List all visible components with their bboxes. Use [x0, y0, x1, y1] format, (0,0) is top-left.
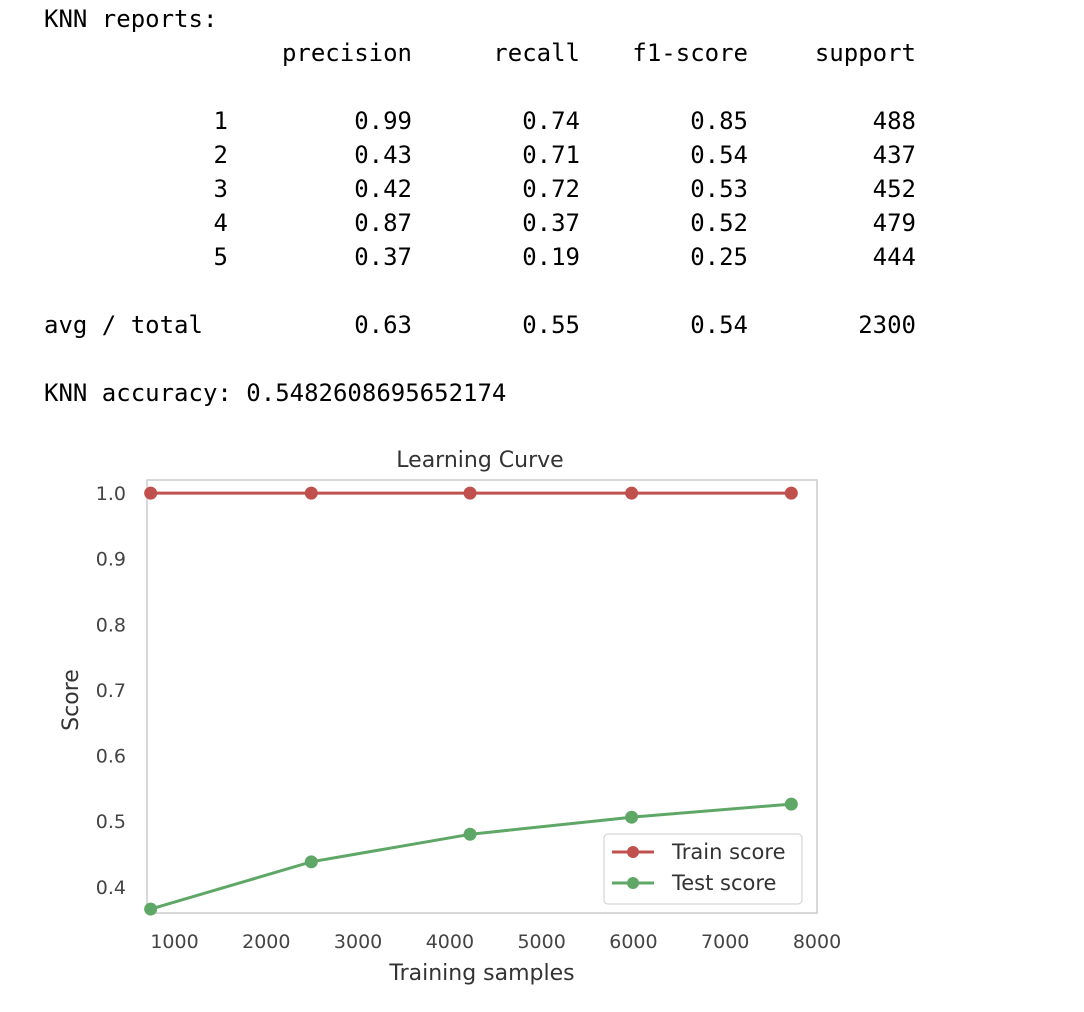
y-tick-label: 1.0: [96, 483, 126, 505]
classification-report: KNN reports: precision recall f1-score s…: [0, 0, 1084, 420]
legend-marker-train: [627, 846, 639, 858]
test-score-point: [784, 797, 798, 811]
chart-title: Learning Curve: [396, 448, 563, 473]
row-label: 5: [213, 243, 228, 271]
recall-cell: 0.19: [522, 243, 580, 271]
y-tick-label: 0.9: [96, 549, 126, 571]
recall-cell: 0.37: [522, 209, 580, 237]
support-cell: 479: [872, 209, 916, 237]
row-label: 4: [213, 209, 228, 237]
f1-cell: 0.54: [690, 141, 748, 169]
x-tick-label: 4000: [426, 931, 474, 953]
x-tick-label: 6000: [609, 931, 657, 953]
test-score-point: [144, 902, 158, 916]
total-f1: 0.54: [690, 311, 748, 339]
col-header-precision: precision: [281, 39, 412, 67]
support-cell: 488: [872, 107, 916, 135]
x-axis-label: Training samples: [388, 961, 574, 986]
recall-cell: 0.71: [522, 141, 580, 169]
total-precision: 0.63: [354, 311, 412, 339]
y-tick-label: 0.6: [96, 746, 126, 768]
f1-cell: 0.52: [690, 209, 748, 237]
legend-marker-test: [627, 877, 639, 889]
row-label: 3: [213, 175, 228, 203]
legend-label-train: Train score: [671, 840, 786, 864]
precision-cell: 0.37: [354, 243, 412, 271]
recall-cell: 0.72: [522, 175, 580, 203]
test-score-point: [304, 855, 318, 869]
x-tick-label: 2000: [242, 931, 290, 953]
x-tick-label: 5000: [517, 931, 565, 953]
plot-frame: [146, 479, 818, 914]
accuracy-line: KNN accuracy: 0.5482608695652174: [44, 379, 507, 407]
support-cell: 452: [872, 175, 916, 203]
test-score-point: [625, 810, 639, 824]
precision-cell: 0.87: [354, 209, 412, 237]
y-tick-label: 0.5: [96, 811, 126, 833]
x-tick-label: 3000: [334, 931, 382, 953]
test-score-point: [463, 827, 477, 841]
train-score-point: [784, 486, 798, 500]
y-tick-label: 0.4: [96, 877, 126, 899]
train-score-point: [304, 486, 318, 500]
support-cell: 437: [872, 141, 916, 169]
total-row-label: avg / total: [44, 311, 203, 339]
precision-cell: 0.43: [354, 141, 412, 169]
x-tick-label: 1000: [150, 931, 198, 953]
x-tick-label: 7000: [701, 931, 749, 953]
support-cell: 444: [872, 243, 916, 271]
f1-cell: 0.85: [690, 107, 748, 135]
total-recall: 0.55: [522, 311, 580, 339]
col-header-support: support: [814, 39, 916, 67]
recall-cell: 0.74: [522, 107, 580, 135]
report-heading: KNN reports:: [44, 5, 218, 33]
total-support: 2300: [858, 311, 916, 339]
train-score-point: [463, 486, 477, 500]
legend: Train score Test score: [603, 833, 803, 905]
f1-cell: 0.25: [690, 243, 748, 271]
f1-cell: 0.53: [690, 175, 748, 203]
y-tick-label: 0.7: [96, 680, 126, 702]
col-header-recall: recall: [493, 39, 580, 67]
col-header-f1-score: f1-score: [632, 39, 748, 67]
train-score-point: [625, 486, 639, 500]
y-axis-label: Score: [59, 669, 84, 731]
row-label: 2: [213, 141, 228, 169]
y-tick-label: 0.8: [96, 614, 126, 636]
row-label: 1: [213, 107, 228, 135]
precision-cell: 0.99: [354, 107, 412, 135]
x-tick-label: 8000: [793, 931, 841, 953]
precision-cell: 0.42: [354, 175, 412, 203]
legend-label-test: Test score: [671, 871, 776, 895]
train-score-point: [144, 486, 158, 500]
